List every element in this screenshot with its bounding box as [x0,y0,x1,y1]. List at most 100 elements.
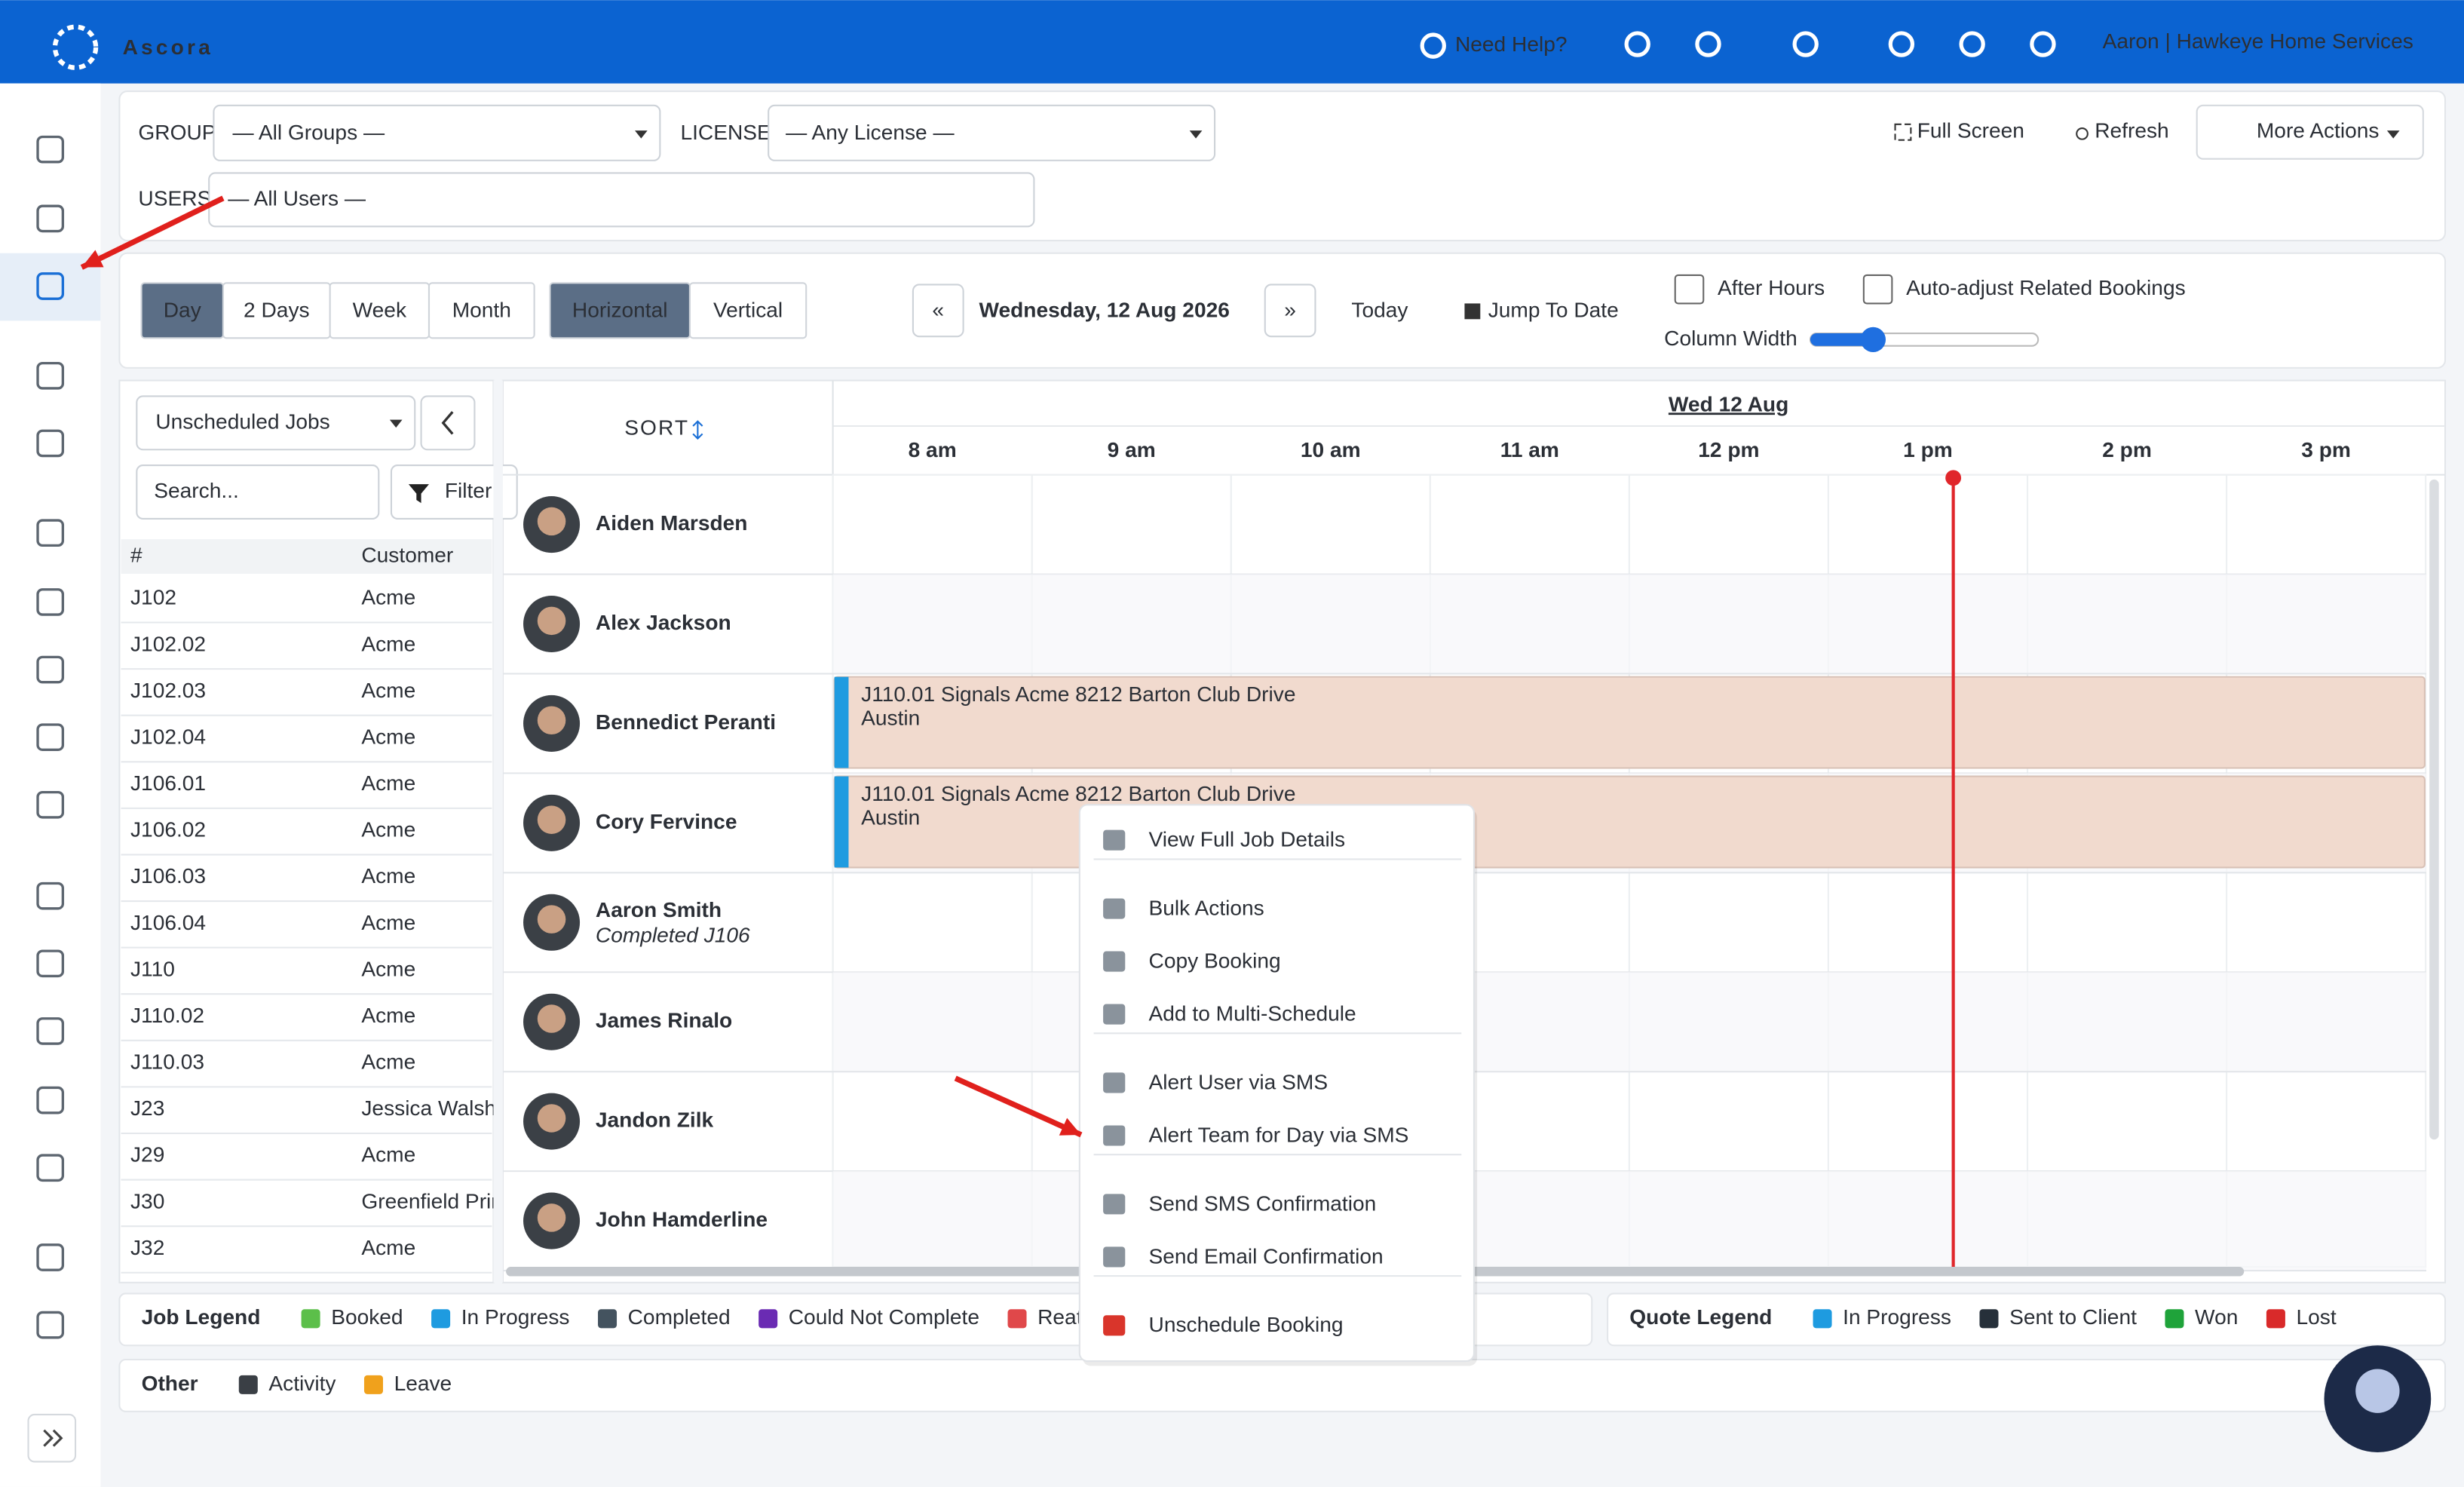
booking-city: Austin [861,706,920,729]
hour-label: 12 pm [1698,438,1759,461]
prev-day-button[interactable] [912,284,964,338]
job-customer: Greenfield Prir [361,1189,498,1213]
hour-label: 9 am [1108,438,1156,461]
nav-icon[interactable] [36,519,65,547]
nav-icon[interactable] [36,1243,65,1271]
legend-swatch [759,1309,778,1329]
slider-knob[interactable] [1860,327,1886,353]
quick-actions-icon[interactable] [1888,31,1915,57]
view-button[interactable] [428,282,535,339]
more-actions-button[interactable] [2196,104,2424,160]
search-icon[interactable] [1624,31,1650,57]
menu-icon [1103,1194,1126,1215]
menu-item[interactable]: Alert User via SMS [1149,1070,1329,1093]
row-band [832,972,2426,1072]
help-icon[interactable] [1420,32,1446,59]
help-link: Need Help? [1455,32,1568,56]
job-number: J106.02 [130,818,206,842]
nav-icon[interactable] [36,1311,65,1339]
menu-icon [1103,1246,1126,1268]
menu-item[interactable]: Send SMS Confirmation [1149,1191,1377,1215]
nav-icon[interactable] [36,429,65,458]
legend-label: Completed [628,1305,731,1329]
legend-label: In Progress [461,1305,570,1329]
user-name: Aaron | Hawkeye Home Services [2103,29,2413,53]
menu-item[interactable]: Send Email Confirmation [1149,1244,1384,1268]
staff-avatar-face [537,905,566,934]
menu-item[interactable]: View Full Job Details [1149,828,1346,851]
menu-item[interactable]: Add to Multi-Schedule [1149,1002,1356,1026]
context-menu [1078,804,1476,1363]
next-day-button[interactable] [1264,284,1316,338]
job-number: J110.02 [130,1004,204,1027]
row-band [832,574,2426,674]
legend-label: Lost [2296,1305,2336,1329]
job-customer: Acme [361,725,415,748]
nav-icon[interactable] [36,790,65,819]
menu-icon[interactable] [1959,31,1985,57]
job-customer: Acme [361,864,415,888]
full-screen-icon [1894,123,1912,141]
staff-avatar-face [537,706,566,735]
legend-swatch [598,1309,618,1329]
job-customer: Acme [361,957,415,980]
license-select[interactable] [768,104,1216,161]
job-number: J106.01 [130,771,206,795]
view-button-label: Horizontal [572,298,668,321]
hour-label: 2 pm [2102,438,2152,461]
profile-icon[interactable] [2030,31,2056,57]
nav-icon[interactable] [36,655,65,684]
nav-icon[interactable] [36,881,65,910]
legend-swatch [363,1375,383,1394]
current-time-dot [1945,470,1962,486]
nav-icon[interactable] [36,135,65,164]
menu-item[interactable]: Alert Team for Day via SMS [1149,1123,1409,1146]
menu-item[interactable]: Unschedule Booking [1149,1313,1344,1336]
after-hours-checkbox[interactable] [1674,274,1705,305]
auto-adjust-checkbox[interactable] [1862,274,1893,305]
nav-icon[interactable] [36,361,65,390]
filter-button[interactable] [390,464,518,520]
group-select[interactable] [213,104,661,161]
nav-icon[interactable] [36,204,65,233]
legend-label: In Progress [1843,1305,1951,1329]
collapse-button[interactable] [420,395,476,451]
sort-button: SORT [624,416,689,440]
jobs-dropdown[interactable] [136,395,416,451]
job-number: J102.03 [130,679,206,702]
slider-fill [1810,333,1874,346]
nav-icon[interactable] [36,949,65,978]
nav-icon[interactable] [36,272,65,300]
nav-icon[interactable] [36,723,65,752]
current-date: Wednesday, 12 Aug 2026 [979,298,1229,321]
auto-adjust-label: Auto-adjust Related Bookings [1906,276,2186,299]
legend-swatch [1813,1309,1832,1329]
staff-name: Aaron Smith [596,898,722,921]
hour-label: 10 am [1301,438,1361,461]
refresh-icon [2076,127,2089,140]
nav-icon[interactable] [36,1086,65,1114]
hour-label: 11 am [1500,438,1559,461]
search-input[interactable] [136,464,380,520]
booking-status-bar [834,776,849,868]
notifications-icon[interactable] [1695,31,1721,57]
nav-icon[interactable] [36,1154,65,1182]
menu-item[interactable]: Bulk Actions [1149,897,1264,920]
bookmarks-icon[interactable] [1792,31,1819,57]
nav-icon[interactable] [36,1017,65,1045]
calendar-icon [1464,303,1481,320]
job-number: J32 [130,1236,164,1259]
annotation-arrowhead [1059,1118,1081,1136]
view-button[interactable] [688,282,808,339]
job-customer: Acme [361,632,415,655]
nav-icon[interactable] [36,588,65,616]
staff-name: Jandon Zilk [596,1108,714,1132]
job-customer: Acme [361,911,415,934]
menu-item[interactable]: Copy Booking [1149,949,1281,973]
view-button-label: Vertical [713,298,783,321]
menu-icon [1103,1315,1126,1336]
users-select[interactable] [208,172,1035,228]
menu-icon [1103,1004,1126,1025]
menu-icon [1103,1072,1126,1093]
